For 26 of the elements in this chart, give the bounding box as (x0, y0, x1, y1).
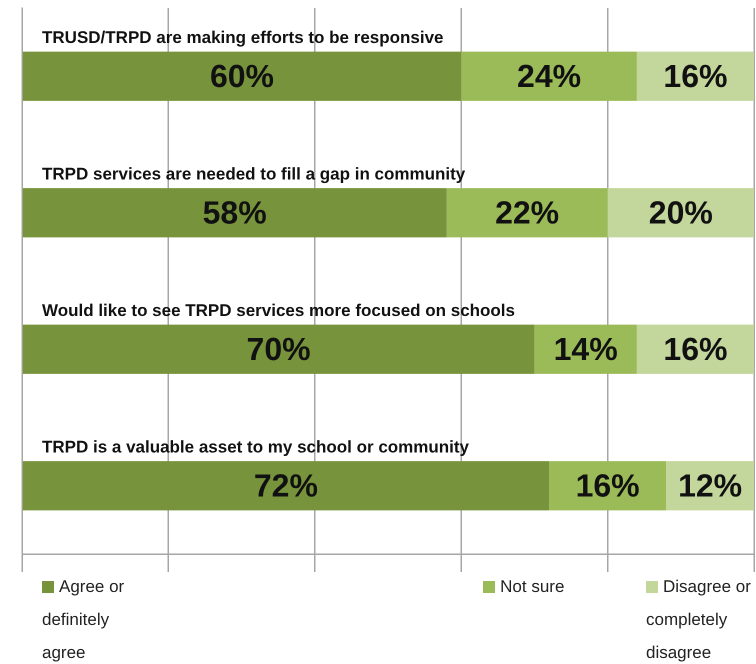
data-label: 20% (648, 194, 713, 231)
data-label: 58% (202, 194, 267, 231)
bar (461, 52, 637, 101)
data-label: 70% (246, 331, 311, 368)
bar (22, 324, 534, 374)
y-tick-label: TRPD is a valuable asset to my school or community (42, 437, 470, 456)
y-tick-label: TRUSD/TRPD are making efforts to be responsive (42, 28, 444, 47)
data-label: 14% (554, 331, 618, 368)
y-tick-label: Would like to see TRPD services more focused on schools (42, 300, 515, 320)
bar (22, 52, 462, 101)
data-label: 16% (576, 468, 640, 504)
y-tick-label: TRPD services are needed to fill a gap in community (42, 164, 466, 184)
bar (446, 188, 608, 238)
data-label: 22% (495, 194, 560, 231)
data-label: 16% (663, 331, 728, 368)
legend-label: Agree or definitely agree (42, 576, 126, 664)
legend-label: Disagree or completely disagree (646, 576, 752, 664)
data-label: 60% (210, 58, 274, 94)
data-label: 72% (254, 468, 318, 504)
legend-label: Not sure (499, 576, 566, 598)
bar (608, 188, 754, 238)
data-label: 16% (663, 58, 728, 94)
data-label: 12% (678, 468, 742, 504)
bar (22, 461, 550, 510)
bar (22, 188, 447, 238)
data-label: 24% (517, 58, 582, 94)
